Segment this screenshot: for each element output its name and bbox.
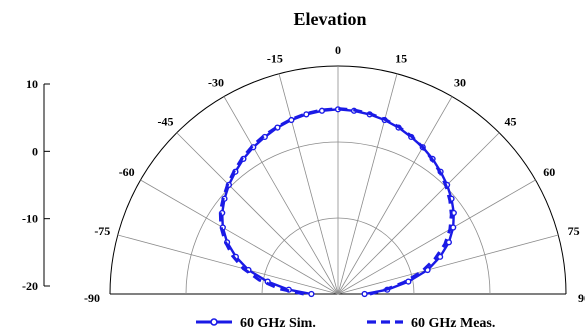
angle-tick-label: 90 xyxy=(578,291,585,305)
series-layer xyxy=(218,106,457,298)
angle-tick-label: -90 xyxy=(84,291,100,305)
series-point xyxy=(361,290,368,298)
grid-spoke--75 xyxy=(117,234,339,295)
legend-label-2: 60 GHz Meas. xyxy=(411,316,495,331)
radial-axis: 10 0 -10 -20 xyxy=(22,77,50,293)
grid-spoke-30 xyxy=(337,96,453,295)
angle-tick-label: -30 xyxy=(208,76,224,90)
angle-tick-label: 45 xyxy=(505,114,517,128)
grid-spoke--60 xyxy=(140,179,339,295)
legend-label-1: 60 GHz Sim. xyxy=(240,316,316,331)
chart-title: Elevation xyxy=(293,9,366,29)
angle-tick-label: -75 xyxy=(94,224,110,238)
radial-tick-label: 0 xyxy=(32,144,38,158)
legend: 60 GHz Sim. 60 GHz Meas. xyxy=(196,316,495,331)
legend-marker xyxy=(210,318,218,326)
series-point xyxy=(308,290,315,298)
angle-tick-label: -15 xyxy=(267,51,283,65)
radial-tick-label: -10 xyxy=(22,212,38,226)
angle-tick-label: 15 xyxy=(395,51,407,65)
grid-spoke-75 xyxy=(337,234,559,295)
grid-spoke--30 xyxy=(223,96,339,295)
grid-spoke-15 xyxy=(337,73,398,295)
radial-tick-label: 10 xyxy=(26,77,38,91)
grid-spoke-45 xyxy=(337,132,500,295)
grid-spoke-60 xyxy=(337,179,536,295)
polar-grid: -90 -75 -60 -45 -30 -15 0 15 30 45 60 75 90 xyxy=(84,43,585,305)
series-line-2 xyxy=(218,107,453,296)
angle-tick-label: 60 xyxy=(543,165,555,179)
series-point xyxy=(303,111,310,118)
angle-tick-label: 0 xyxy=(335,43,341,57)
angle-tick-label: -60 xyxy=(119,165,135,179)
angle-tick-label: -45 xyxy=(157,114,173,128)
angle-tick-label: 30 xyxy=(454,76,466,90)
radial-tick-label: -20 xyxy=(22,279,38,293)
grid-spoke--15 xyxy=(278,73,339,295)
angle-tick-label: 75 xyxy=(568,224,580,238)
series-point xyxy=(405,278,412,285)
grid-spoke--45 xyxy=(176,132,339,295)
series-point xyxy=(288,116,295,124)
